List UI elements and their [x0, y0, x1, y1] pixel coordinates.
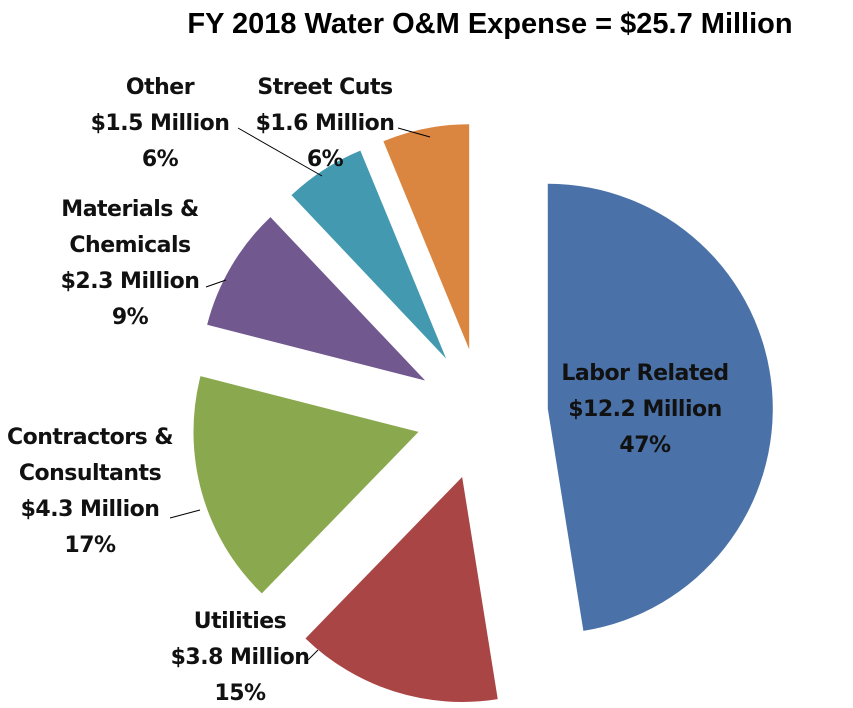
slice-label: Street Cuts $1.6 Million 6%: [240, 70, 410, 178]
pie-slice: [547, 183, 773, 631]
pie-slice: [207, 217, 426, 381]
percent-label: 6%: [141, 147, 179, 172]
value-label: $12.2 Million: [568, 397, 722, 422]
percent-label: 9%: [111, 305, 149, 330]
pie-slice: [383, 124, 470, 350]
value-label: $1.5 Million: [90, 111, 230, 136]
category-label: Street Cuts: [257, 75, 393, 100]
slice-label: Contractors & Consultants $4.3 Million 17%: [0, 420, 180, 564]
category-label: Utilities: [193, 609, 287, 634]
leader-line: [307, 649, 319, 661]
category-label: Labor Related: [561, 361, 729, 386]
category-label: Contractors & Consultants: [6, 425, 174, 486]
category-label: Other: [125, 75, 195, 100]
leader-line: [205, 279, 227, 288]
slice-label: Labor Related $12.2 Million 47%: [535, 356, 755, 464]
percent-label: 6%: [306, 147, 344, 172]
chart-title: FY 2018 Water O&M Expense = $25.7 Millio…: [187, 8, 793, 40]
pie-slice: [305, 476, 498, 702]
slice-label: Utilities $3.8 Million 15%: [150, 604, 330, 708]
leader-line: [397, 127, 431, 138]
pie-slice: [291, 150, 447, 359]
percent-label: 15%: [214, 681, 266, 706]
value-label: $4.3 Million: [20, 497, 160, 522]
pie-slice: [193, 376, 419, 594]
percent-label: 47%: [619, 433, 671, 458]
percent-label: 17%: [64, 533, 116, 558]
value-label: $1.6 Million: [255, 111, 395, 136]
slice-label: Other $1.5 Million 6%: [70, 70, 250, 178]
value-label: $3.8 Million: [170, 645, 310, 670]
category-label: Materials & Chemicals: [61, 197, 199, 258]
leader-line: [169, 509, 201, 519]
slice-label: Materials & Chemicals $2.3 Million 9%: [40, 192, 220, 336]
leader-line: [237, 127, 323, 177]
value-label: $2.3 Million: [60, 269, 200, 294]
